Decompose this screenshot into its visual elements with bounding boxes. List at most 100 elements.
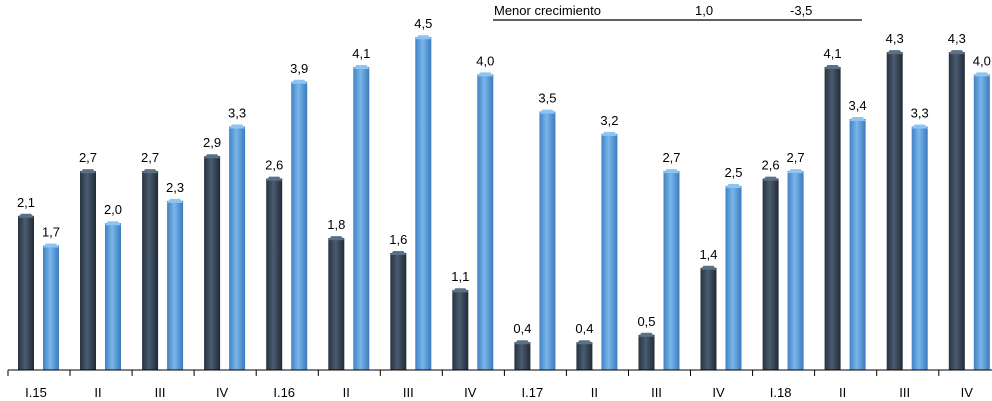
bar-cap-s1-11 [725, 184, 742, 188]
value-label-s1-3: 3,3 [228, 106, 246, 121]
bar-s1-13 [849, 119, 866, 370]
bar-cap-s0-11 [700, 265, 717, 270]
bar-cap-s1-0 [43, 243, 59, 248]
value-label-s0-12: 2,6 [762, 158, 780, 173]
value-label-s1-13: 3,4 [849, 98, 867, 113]
bar-cap-s1-3 [229, 124, 246, 129]
x-tick-label-9: II [591, 385, 598, 400]
value-label-s0-0: 2,1 [17, 195, 35, 210]
x-tick-label-11: IV [712, 385, 725, 400]
value-label-s0-5: 1,8 [327, 217, 345, 232]
value-label-s0-13: 4,1 [824, 46, 842, 61]
value-label-s0-7: 1,1 [451, 269, 469, 284]
value-label-s1-10: 2,7 [662, 150, 680, 165]
value-label-s1-1: 2,0 [104, 202, 122, 217]
bar-s1-15 [973, 74, 990, 371]
annotation-value-2: -3,5 [790, 3, 812, 18]
x-tick-label-5: II [343, 385, 350, 400]
x-tick-label-4: I.16 [273, 385, 295, 400]
bar-cap-s1-5 [353, 65, 370, 69]
bar-s1-9 [601, 133, 618, 370]
x-tick-label-13: II [839, 385, 846, 400]
bar-s0-3 [204, 156, 221, 370]
bar-s0-9 [576, 342, 593, 370]
bar-cap-s0-9 [576, 340, 593, 345]
bar-s1-0 [43, 245, 59, 370]
annotation-value-1: 1,0 [695, 3, 713, 18]
value-label-s0-11: 1,4 [699, 247, 717, 262]
bar-cap-s1-1 [105, 221, 121, 226]
bar-s1-12 [787, 171, 804, 370]
bar-cap-s0-6 [390, 251, 407, 255]
annotation-label: Menor crecimiento [494, 3, 601, 18]
bar-cap-s1-10 [663, 169, 680, 174]
value-label-s1-0: 1,7 [42, 225, 60, 240]
bar-cap-s0-13 [824, 65, 841, 69]
bar-s1-3 [229, 126, 246, 370]
bar-s0-4 [266, 178, 283, 370]
bar-s1-4 [291, 81, 308, 371]
value-label-s1-5: 4,1 [352, 46, 370, 61]
bar-cap-s1-7 [477, 72, 494, 77]
bar-cap-s1-6 [415, 35, 432, 40]
bar-cap-s1-8 [539, 109, 556, 114]
bar-cap-s1-9 [601, 131, 618, 136]
bar-cap-s0-14 [886, 50, 903, 55]
bar-s1-2 [167, 200, 184, 370]
bar-s1-14 [911, 126, 928, 370]
bar-s0-1 [80, 171, 96, 370]
value-label-s0-8: 0,4 [513, 321, 531, 336]
bar-cap-s1-2 [167, 198, 184, 203]
bar-s0-15 [948, 52, 965, 370]
value-label-s0-2: 2,7 [141, 150, 159, 165]
bar-cap-s1-4 [291, 79, 308, 84]
bar-cap-s0-1 [80, 169, 96, 174]
bar-s0-11 [700, 267, 717, 370]
bar-cap-s0-8 [514, 340, 531, 345]
bar-s1-6 [415, 37, 432, 370]
value-labels-group: 2,1 1,7 2,7 2,0 2,7 2,3 2,9 3,3 2,6 3,9 1,8 4,1 1,6 4… [17, 16, 991, 336]
bar-cap-s1-12 [787, 169, 804, 174]
bar-cap-s1-14 [911, 124, 928, 129]
x-tick-label-3: IV [216, 385, 229, 400]
bar-s0-5 [328, 238, 345, 370]
bar-cap-s0-4 [266, 176, 283, 181]
x-tick-label-15: IV [961, 385, 974, 400]
value-label-s1-7: 4,0 [476, 53, 494, 68]
bar-s1-1 [105, 223, 121, 370]
value-label-s0-9: 0,4 [575, 321, 593, 336]
bar-cap-s0-3 [204, 154, 221, 159]
bar-s0-6 [390, 253, 407, 370]
x-tick-label-12: I.18 [770, 385, 792, 400]
value-label-s0-4: 2,6 [265, 158, 283, 173]
bar-cap-s0-10 [638, 332, 655, 337]
bar-cap-s0-7 [452, 288, 469, 293]
x-tick-label-1: II [94, 385, 101, 400]
value-label-s0-1: 2,7 [79, 150, 97, 165]
bars-group [18, 35, 990, 371]
value-label-s1-4: 3,9 [290, 61, 308, 76]
value-label-s0-6: 1,6 [389, 232, 407, 247]
x-tick-label-0: I.15 [25, 385, 47, 400]
value-label-s1-8: 3,5 [538, 91, 556, 106]
x-tick-label-10: III [651, 385, 662, 400]
bar-s0-12 [762, 178, 779, 370]
value-label-s1-15: 4,0 [973, 53, 991, 68]
bar-s1-7 [477, 74, 494, 371]
x-tick-label-2: III [155, 385, 166, 400]
value-label-s1-2: 2,3 [166, 180, 184, 195]
x-tick-label-7: IV [464, 385, 477, 400]
value-label-s0-15: 4,3 [948, 31, 966, 46]
bar-cap-s0-2 [142, 169, 159, 174]
bar-s1-11 [725, 186, 742, 370]
value-label-s1-14: 3,3 [911, 106, 929, 121]
value-label-s0-10: 0,5 [637, 314, 655, 329]
value-label-s1-11: 2,5 [724, 165, 742, 180]
bar-s0-10 [638, 334, 655, 370]
bar-s0-7 [452, 290, 469, 370]
bar-s0-0 [18, 215, 34, 370]
value-label-s0-3: 2,9 [203, 135, 221, 150]
bar-cap-s0-5 [328, 236, 345, 241]
bar-cap-s1-15 [973, 72, 990, 77]
